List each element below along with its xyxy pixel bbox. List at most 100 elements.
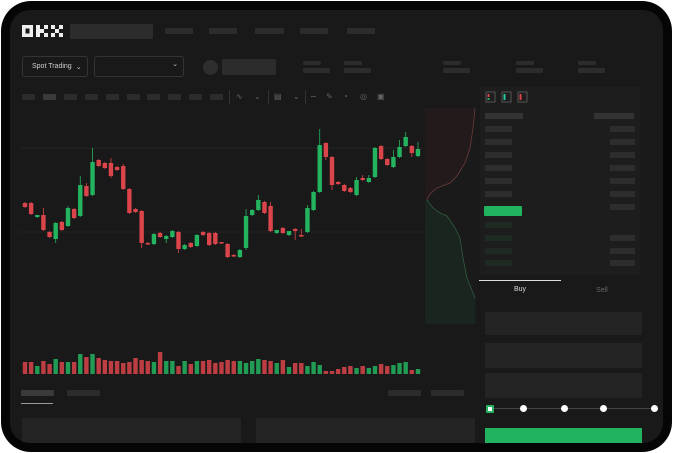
search-bar[interactable]	[70, 24, 153, 39]
timeframe-button[interactable]	[168, 94, 181, 100]
bottom-action[interactable]	[388, 390, 421, 396]
volume-bar	[292, 363, 298, 374]
slider-handle[interactable]	[486, 405, 494, 413]
slider-stop-75[interactable]	[600, 405, 607, 412]
candle-body	[207, 233, 212, 245]
bid-price[interactable]	[485, 235, 512, 241]
orderbook-layout-toggle[interactable]	[485, 91, 530, 103]
trading-mode-dropdown[interactable]: Spot Trading ⌄	[22, 56, 88, 77]
volume-bar	[323, 371, 329, 374]
bottom-action[interactable]	[431, 390, 464, 396]
nav-item[interactable]	[209, 28, 237, 34]
bid-price[interactable]	[485, 260, 512, 266]
bottom-tab[interactable]	[67, 390, 100, 396]
candle-body	[409, 146, 415, 153]
ask-price[interactable]	[485, 165, 512, 171]
camera-icon[interactable]: ◔	[343, 92, 348, 101]
timeframe-button-active[interactable]	[43, 94, 56, 100]
tab-sell[interactable]: Sell	[596, 287, 608, 294]
candle	[96, 159, 101, 167]
trading-screen: Spot Trading ⌄ ⌄ ∿ ⌄ ▤ ⌄ ∼ ✎ ◔ ◎ ▣	[10, 10, 663, 443]
slider-stop-100[interactable]	[651, 405, 658, 412]
candle	[274, 230, 279, 234]
candle-body	[213, 233, 218, 244]
nav-item[interactable]	[347, 28, 375, 34]
ask-price[interactable]	[485, 139, 512, 145]
candle	[182, 244, 187, 250]
ask-price[interactable]	[485, 191, 512, 197]
volume-bar	[127, 362, 132, 374]
timeframe-button[interactable]	[210, 94, 223, 100]
ruler-icon[interactable]: ✎	[326, 92, 333, 101]
timeframe-button[interactable]	[147, 94, 160, 100]
candle-body	[231, 255, 236, 257]
target-icon[interactable]: ◎	[360, 92, 367, 101]
timeframe-button[interactable]	[85, 94, 98, 100]
ask-price[interactable]	[485, 152, 512, 158]
ask-size	[610, 191, 635, 197]
tab-buy[interactable]: Buy	[513, 286, 527, 293]
ask-price[interactable]	[485, 126, 512, 132]
fullscreen-icon[interactable]: ▣	[377, 92, 385, 101]
volume-bar	[96, 358, 101, 374]
timeframe-button[interactable]	[189, 94, 202, 100]
chevron-down-icon: ⌄	[75, 63, 82, 71]
candlestick-chart[interactable]	[10, 10, 440, 380]
candle-body	[35, 215, 40, 217]
timeframe-button[interactable]	[22, 94, 35, 100]
candle-body	[121, 166, 126, 189]
volume-bar	[286, 367, 292, 374]
timeframe-button[interactable]	[127, 94, 140, 100]
okx-logo[interactable]	[22, 25, 64, 37]
bottom-card	[256, 418, 475, 443]
ask-size	[610, 165, 635, 171]
price-input[interactable]	[485, 312, 642, 335]
stat-label	[578, 61, 596, 65]
chevron-down-icon[interactable]: ⌄	[293, 92, 300, 101]
buy-tab-underline	[479, 280, 561, 281]
slider-stop-50[interactable]	[561, 405, 568, 412]
nav-item[interactable]	[255, 28, 284, 34]
orderbook-header	[594, 113, 634, 119]
volume-bar	[176, 366, 181, 374]
bid-price[interactable]	[485, 248, 512, 254]
pair-dropdown[interactable]: ⌄	[94, 56, 184, 77]
amount-slider[interactable]	[490, 408, 656, 409]
candle	[84, 183, 89, 197]
line-tool-icon[interactable]: ∼	[310, 92, 317, 101]
candle	[121, 164, 126, 190]
stat-label	[344, 61, 362, 65]
candle	[360, 175, 365, 181]
candle-body	[286, 231, 292, 235]
chart-type-icon[interactable]: ▤	[274, 92, 282, 101]
nav-item[interactable]	[165, 28, 193, 34]
volume-bar	[102, 360, 108, 374]
slider-stop-25[interactable]	[520, 405, 527, 412]
bottom-tab-active[interactable]	[21, 390, 54, 396]
volume-bar	[182, 361, 187, 374]
candle-body	[78, 185, 83, 216]
volume-bar	[35, 366, 40, 374]
candle	[348, 187, 353, 193]
volume-bar	[409, 370, 415, 374]
volume-bar	[256, 359, 261, 374]
candle	[22, 202, 28, 208]
buy-submit-button[interactable]	[485, 428, 642, 443]
bid-price[interactable]	[485, 222, 512, 228]
candle-body	[102, 163, 108, 168]
ask-price[interactable]	[485, 178, 512, 184]
total-input[interactable]	[485, 373, 642, 398]
indicator-icon[interactable]: ∿	[236, 92, 243, 101]
candle	[237, 249, 243, 258]
candle	[292, 228, 298, 240]
volume-bar	[71, 362, 77, 374]
timeframe-button[interactable]	[106, 94, 119, 100]
nav-item[interactable]	[300, 28, 328, 34]
timeframe-button[interactable]	[64, 94, 77, 100]
candle	[329, 156, 335, 190]
amount-input[interactable]	[485, 343, 642, 368]
volume-bar	[219, 362, 224, 374]
chevron-down-icon[interactable]: ⌄	[254, 92, 261, 101]
candle	[176, 231, 181, 253]
bid-size	[610, 235, 635, 241]
